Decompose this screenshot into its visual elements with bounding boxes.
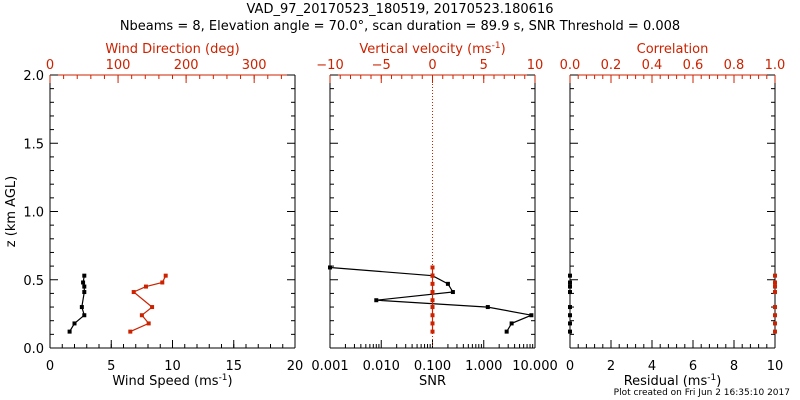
data-point-vertical-velocity — [430, 281, 435, 286]
data-point-vertical-velocity — [430, 273, 435, 278]
x-tick-label-bottom: 2 — [607, 359, 615, 374]
data-point-snr — [529, 313, 534, 318]
data-point-wind-speed — [72, 321, 77, 326]
data-point-wind-direction — [163, 273, 168, 278]
data-point-residual — [568, 290, 572, 295]
data-point-vertical-velocity — [430, 305, 435, 310]
plot-created-footer: Plot created on Fri Jun 2 16:35:10 2017 — [613, 388, 790, 398]
data-point-correlation — [773, 284, 777, 289]
x-tick-label-top: 0.2 — [601, 58, 622, 73]
data-point-snr — [328, 265, 332, 270]
data-point-vertical-velocity — [430, 298, 435, 303]
data-point-snr — [509, 321, 514, 326]
y-tick-label: 1.5 — [23, 137, 44, 152]
data-point-vertical-velocity — [430, 313, 435, 318]
x-tick-label-bottom: 10 — [767, 359, 784, 374]
data-point-wind-direction — [131, 290, 136, 295]
x-tick-label-top: 0.8 — [724, 58, 745, 73]
data-point-wind-speed — [82, 290, 87, 295]
data-point-wind-direction — [143, 284, 148, 289]
data-point-vertical-velocity — [430, 329, 435, 334]
data-point-wind-speed — [81, 280, 86, 285]
data-point-correlation — [773, 280, 777, 285]
data-point-wind-speed — [82, 284, 87, 289]
data-point-residual — [568, 313, 572, 318]
data-point-correlation — [773, 290, 777, 295]
x-axis-label-top: Vertical velocity (ms-1) — [359, 41, 505, 57]
x-axis-label-top: Correlation — [637, 42, 709, 57]
data-point-snr — [450, 290, 455, 295]
data-point-residual — [568, 305, 572, 310]
x-tick-label-bottom: 8 — [730, 359, 738, 374]
y-axis-label: z (km AGL) — [4, 176, 19, 247]
data-point-wind-direction — [160, 280, 165, 285]
chart-title: VAD_97_20170523_180519, 20170523.180616 — [246, 2, 554, 17]
data-point-snr — [445, 281, 450, 286]
x-tick-label-top: 100 — [106, 58, 131, 73]
x-tick-label-top: 5 — [480, 58, 488, 73]
data-point-vertical-velocity — [430, 321, 435, 326]
data-point-wind-speed — [82, 313, 87, 318]
x-tick-label-top: 1.0 — [765, 58, 786, 73]
data-point-wind-speed — [82, 273, 87, 278]
data-point-wind-direction — [146, 321, 151, 326]
x-tick-label-top: 10 — [527, 58, 544, 73]
data-point-correlation — [773, 329, 777, 334]
data-point-vertical-velocity — [430, 265, 435, 270]
data-point-correlation — [773, 313, 777, 318]
y-tick-label: 0.0 — [23, 342, 44, 357]
x-tick-label-bottom: 0.001 — [311, 359, 348, 374]
x-axis-label-top: Wind Direction (deg) — [105, 42, 239, 57]
x-tick-label-top: 200 — [174, 58, 199, 73]
data-point-correlation — [773, 273, 777, 278]
data-point-correlation — [773, 305, 777, 310]
x-tick-label-bottom: 20 — [287, 359, 304, 374]
x-tick-label-top: 0.0 — [560, 58, 581, 73]
data-point-wind-direction — [128, 329, 133, 334]
x-tick-label-bottom: 6 — [689, 359, 697, 374]
data-point-wind-speed — [67, 329, 72, 334]
data-point-vertical-velocity — [430, 290, 435, 295]
x-tick-label-bottom: 1.000 — [465, 359, 502, 374]
x-tick-label-bottom: 10.000 — [512, 359, 558, 374]
x-tick-label-top: 0.4 — [642, 58, 663, 73]
data-point-wind-direction — [150, 305, 155, 310]
x-tick-label-bottom: 10 — [164, 359, 181, 374]
x-tick-label-top: 300 — [242, 58, 267, 73]
y-tick-label: 2.0 — [23, 69, 44, 84]
data-point-residual — [568, 329, 572, 334]
data-point-wind-direction — [139, 313, 144, 318]
data-point-snr — [485, 305, 490, 310]
data-point-residual — [568, 280, 572, 285]
x-tick-label-bottom: 5 — [107, 359, 115, 374]
x-tick-label-bottom: 15 — [225, 359, 242, 374]
x-tick-label-top: −5 — [372, 58, 391, 73]
data-point-snr — [374, 298, 379, 303]
data-point-residual — [568, 273, 572, 278]
data-point-wind-speed — [79, 305, 84, 310]
x-tick-label-bottom: 0.010 — [363, 359, 400, 374]
x-tick-label-bottom: 0 — [46, 359, 54, 374]
y-tick-label: 1.0 — [23, 206, 44, 221]
x-tick-label-top: −10 — [316, 58, 343, 73]
chart-subtitle: Nbeams = 8, Elevation angle = 70.0°, sca… — [119, 19, 681, 34]
x-tick-label-top: 0 — [46, 58, 54, 73]
x-tick-label-bottom: 0 — [566, 359, 574, 374]
data-point-snr — [504, 329, 509, 334]
data-point-residual — [568, 284, 572, 289]
x-tick-label-bottom: 4 — [648, 359, 656, 374]
data-point-residual — [568, 321, 572, 326]
y-tick-label: 0.5 — [23, 274, 44, 289]
x-axis-label-bottom: Residual (ms-1) — [624, 373, 722, 389]
x-tick-label-top: 0 — [428, 58, 436, 73]
x-axis-label-bottom: Wind Speed (ms-1) — [112, 373, 232, 389]
x-axis-label-bottom: SNR — [419, 374, 446, 389]
data-point-correlation — [773, 321, 777, 326]
x-tick-label-top: 0.6 — [683, 58, 704, 73]
x-tick-label-bottom: 0.100 — [414, 359, 451, 374]
